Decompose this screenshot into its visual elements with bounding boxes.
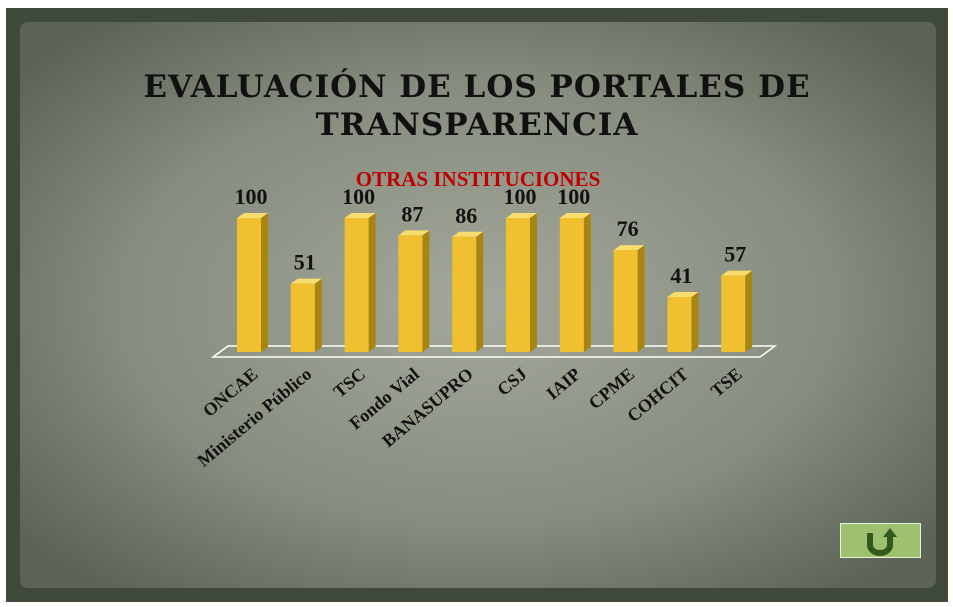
bar-face — [237, 213, 268, 218]
bar-face — [613, 245, 645, 251]
bar — [452, 231, 484, 352]
bar-face — [721, 275, 746, 352]
data-label: 41 — [670, 263, 692, 288]
bar — [613, 245, 645, 352]
bar — [721, 270, 753, 352]
bar-face — [613, 250, 638, 352]
bar-face — [452, 236, 477, 352]
bar — [237, 213, 268, 352]
floor — [210, 345, 778, 358]
x-tick-label: BANASUPRO — [378, 364, 477, 451]
bar-face — [583, 213, 591, 352]
bar — [398, 230, 430, 352]
bar-face — [745, 270, 753, 352]
bar-face — [721, 270, 753, 276]
bar — [559, 213, 591, 352]
chart-subtitle: OTRAS INSTITUCIONES — [356, 167, 601, 191]
x-tick-label: COHCIT — [623, 364, 692, 426]
bar-face — [314, 278, 322, 352]
bar-face — [691, 292, 699, 352]
bar-face — [667, 297, 692, 352]
x-tick-label: IAIP — [542, 364, 584, 404]
bar-face — [559, 218, 584, 352]
bar-face — [398, 230, 430, 236]
bar-face — [422, 230, 430, 352]
bar-face — [452, 231, 484, 237]
data-label: 100 — [342, 184, 375, 209]
bar — [290, 278, 322, 352]
bar-face — [506, 218, 530, 352]
x-tick-label: TSE — [707, 364, 746, 401]
bar-face — [530, 213, 537, 352]
bar-face — [261, 213, 268, 352]
bar-face — [344, 213, 376, 218]
bar-face — [344, 218, 369, 352]
data-label: 100 — [557, 184, 590, 209]
data-label: 57 — [724, 242, 746, 267]
data-label: 100 — [235, 184, 268, 209]
data-label: 87 — [401, 201, 423, 226]
bar-face — [476, 231, 484, 352]
bar — [344, 213, 376, 352]
bar-face — [667, 292, 699, 298]
return-button[interactable] — [840, 523, 921, 558]
bar — [506, 213, 537, 352]
data-label: 86 — [455, 203, 477, 228]
bar-face — [637, 245, 645, 352]
bar-face — [398, 235, 423, 352]
data-label: 100 — [504, 184, 537, 209]
chart-title: EVALUACIÓN DE LOS PORTALES DE TRANSPAREN… — [143, 69, 811, 143]
bar-face — [368, 213, 376, 352]
bar-face — [237, 218, 261, 352]
bar-face — [559, 213, 591, 218]
x-tick-label: TSC — [329, 364, 369, 402]
bar-face — [506, 213, 537, 218]
data-label: 51 — [294, 250, 316, 275]
bar — [667, 292, 699, 352]
x-tick-label: CSJ — [493, 364, 530, 400]
bar-face — [290, 283, 315, 352]
bar-face — [290, 278, 322, 284]
data-label: 76 — [617, 216, 639, 241]
